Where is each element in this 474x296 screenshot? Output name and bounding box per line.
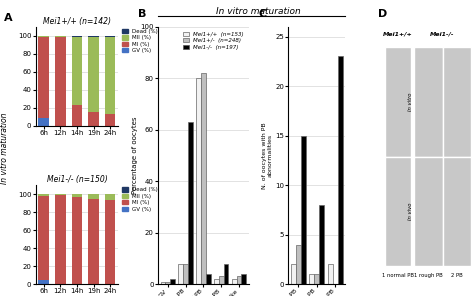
Bar bbox=[88, 199, 99, 284]
Text: In vivo: In vivo bbox=[409, 203, 413, 220]
Bar bbox=[296, 244, 301, 284]
Bar bbox=[170, 279, 175, 284]
Text: 1 normal PB: 1 normal PB bbox=[382, 273, 414, 278]
Bar bbox=[183, 263, 188, 284]
Title: Mei1+/+ (n=142): Mei1+/+ (n=142) bbox=[43, 17, 111, 26]
Bar bbox=[105, 194, 116, 200]
Text: 2 PB: 2 PB bbox=[451, 273, 463, 278]
Bar bbox=[214, 279, 219, 284]
Bar bbox=[385, 157, 411, 266]
Bar bbox=[319, 205, 324, 284]
Bar bbox=[206, 274, 210, 284]
Bar bbox=[310, 274, 314, 284]
Text: B: B bbox=[138, 9, 146, 19]
Bar bbox=[38, 196, 49, 280]
Bar bbox=[88, 36, 99, 38]
Text: A: A bbox=[4, 13, 13, 23]
Bar bbox=[385, 47, 411, 157]
Bar bbox=[72, 197, 82, 284]
Bar bbox=[314, 274, 319, 284]
Bar bbox=[38, 36, 49, 38]
Bar bbox=[72, 38, 82, 105]
Bar bbox=[443, 157, 471, 266]
Title: Mei1-/- (n=150): Mei1-/- (n=150) bbox=[46, 175, 107, 184]
Text: Mei1+/+: Mei1+/+ bbox=[383, 32, 413, 37]
Text: Mei1-/-: Mei1-/- bbox=[430, 32, 455, 37]
Bar bbox=[72, 105, 82, 126]
Bar bbox=[301, 136, 306, 284]
Bar bbox=[161, 281, 165, 284]
Bar bbox=[337, 56, 343, 284]
Bar bbox=[88, 112, 99, 126]
Text: D: D bbox=[378, 9, 387, 19]
Bar bbox=[232, 279, 237, 284]
Bar bbox=[443, 47, 471, 157]
Bar bbox=[38, 280, 49, 284]
Text: In vitro maturation: In vitro maturation bbox=[216, 7, 301, 16]
Bar bbox=[219, 276, 224, 284]
Text: C: C bbox=[259, 9, 267, 19]
Bar bbox=[201, 73, 206, 284]
Bar bbox=[88, 38, 99, 112]
Bar bbox=[55, 195, 66, 284]
Bar bbox=[72, 36, 82, 38]
Bar bbox=[72, 194, 82, 197]
Bar bbox=[38, 38, 49, 118]
Bar bbox=[105, 114, 116, 126]
Bar bbox=[196, 78, 201, 284]
Text: In vitro maturation: In vitro maturation bbox=[0, 112, 9, 184]
Bar bbox=[55, 194, 66, 195]
Bar bbox=[414, 157, 443, 266]
Y-axis label: N. of oocytes with PB
abnormalities: N. of oocytes with PB abnormalities bbox=[262, 122, 273, 189]
Bar bbox=[105, 200, 116, 284]
Y-axis label: Percentage of oocytes: Percentage of oocytes bbox=[132, 117, 137, 194]
Bar bbox=[55, 38, 66, 126]
Bar bbox=[105, 36, 116, 38]
Bar bbox=[237, 276, 241, 284]
Bar bbox=[241, 274, 246, 284]
Bar bbox=[38, 118, 49, 126]
Bar bbox=[105, 38, 116, 114]
Bar bbox=[414, 47, 443, 157]
Bar bbox=[55, 36, 66, 38]
Bar bbox=[178, 263, 183, 284]
Legend: Dead (%), MII (%), MI (%), GV (%): Dead (%), MII (%), MI (%), GV (%) bbox=[120, 185, 160, 214]
Legend: Mei1+/+  (n=153), Mei1+/-  (n=248), Mei1-/-  (n=197): Mei1+/+ (n=153), Mei1+/- (n=248), Mei1-/… bbox=[181, 29, 246, 52]
Bar bbox=[165, 281, 170, 284]
Bar bbox=[291, 264, 296, 284]
Text: In vitro: In vitro bbox=[409, 93, 413, 111]
Bar bbox=[188, 122, 193, 284]
Text: 1 rough PB: 1 rough PB bbox=[414, 273, 443, 278]
Bar bbox=[88, 194, 99, 199]
Legend: Dead (%), MII (%), MI (%), GV (%): Dead (%), MII (%), MI (%), GV (%) bbox=[120, 27, 160, 55]
Bar bbox=[38, 194, 49, 196]
Bar bbox=[224, 263, 228, 284]
Bar bbox=[328, 264, 333, 284]
